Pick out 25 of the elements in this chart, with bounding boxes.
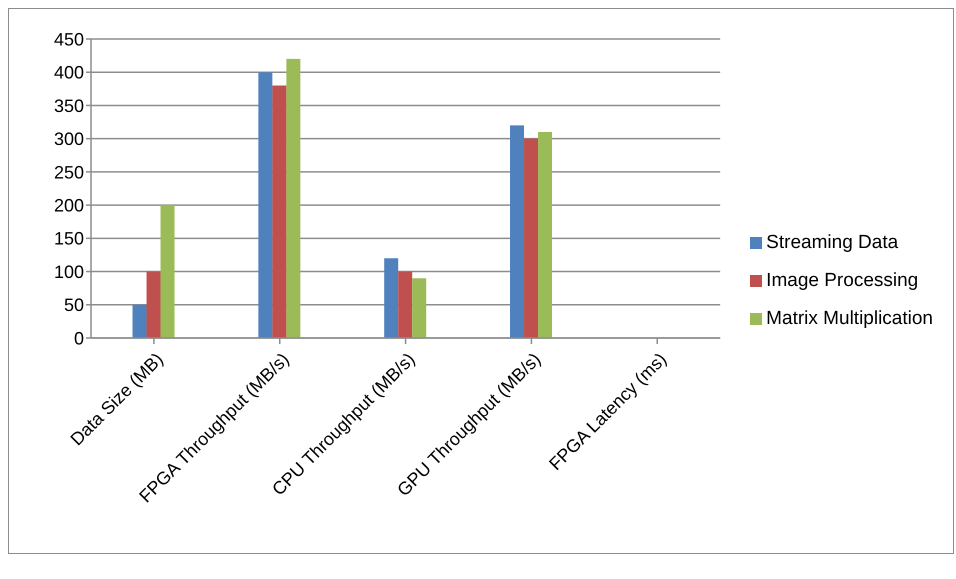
y-tick-label: 450 xyxy=(54,29,84,50)
bar xyxy=(524,138,538,338)
y-tick-label: 350 xyxy=(54,96,84,116)
bar xyxy=(132,304,147,338)
bar xyxy=(146,272,161,338)
legend-label: Matrix Multiplication xyxy=(766,308,933,329)
y-tick-label: 200 xyxy=(54,196,84,216)
bar xyxy=(258,72,272,338)
bar xyxy=(398,272,412,338)
bar xyxy=(412,278,426,338)
legend-label: Streaming Data xyxy=(766,232,898,253)
bar xyxy=(510,125,524,338)
y-tick-label: 100 xyxy=(54,262,84,282)
bar xyxy=(272,86,286,338)
bar xyxy=(384,258,398,338)
bar xyxy=(160,205,175,338)
y-tick-label: 50 xyxy=(64,295,84,316)
legend-label: Image Processing xyxy=(766,270,918,291)
y-tick-label: 400 xyxy=(54,62,84,83)
y-tick-label: 300 xyxy=(54,129,84,150)
y-tick-label: 250 xyxy=(54,162,84,182)
bar xyxy=(538,132,552,338)
bar xyxy=(286,58,300,338)
y-tick-label: 150 xyxy=(54,228,84,249)
y-tick-label: 0 xyxy=(74,328,84,348)
